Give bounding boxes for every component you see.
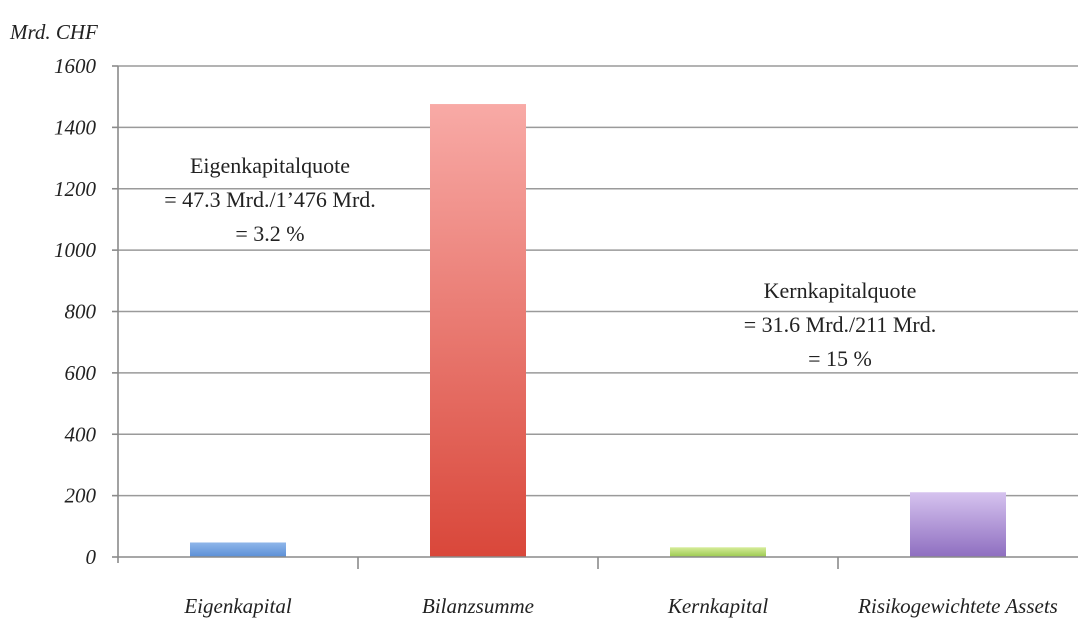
bar-kernkapital (670, 547, 766, 557)
y-tick-label: 0 (86, 545, 97, 569)
annotation-line: Eigenkapitalquote (190, 153, 350, 178)
y-tick-label: 400 (65, 422, 97, 446)
y-tick-label: 1600 (54, 54, 97, 78)
x-tick-label: Bilanzsumme (422, 594, 534, 618)
bar-bilanzsumme (430, 104, 526, 558)
annotation-line: = 31.6 Mrd./211 Mrd. (744, 312, 936, 337)
annotation-text: Kernkapitalquote = 31.6 Mrd./211 Mrd. = 15… (744, 278, 936, 371)
y-tick-label: 1200 (54, 177, 97, 201)
y-tick-label: 800 (65, 300, 97, 324)
annotation-line: Kernkapitalquote (764, 278, 917, 303)
annotation-line: = 3.2 % (235, 221, 304, 246)
y-tick-label: 1000 (54, 238, 97, 262)
y-tick-label: 200 (65, 484, 97, 508)
x-tick-label: Kernkapital (667, 594, 768, 618)
x-tick-label: Eigenkapital (183, 594, 291, 618)
bar-risikogewichtete-assets (910, 492, 1006, 557)
annotation-text: Eigenkapitalquote = 47.3 Mrd./1’476 Mrd. =… (164, 153, 376, 246)
y-axis-label: Mrd. CHF (9, 20, 98, 44)
x-tick-label: Risikogewichtete Assets (857, 594, 1058, 618)
y-tick-label: 1400 (54, 115, 97, 139)
y-tick-label: 600 (65, 361, 97, 385)
annotation-line: = 15 % (808, 346, 872, 371)
annotation-line: = 47.3 Mrd./1’476 Mrd. (164, 187, 376, 212)
bar-eigenkapital (190, 542, 286, 557)
